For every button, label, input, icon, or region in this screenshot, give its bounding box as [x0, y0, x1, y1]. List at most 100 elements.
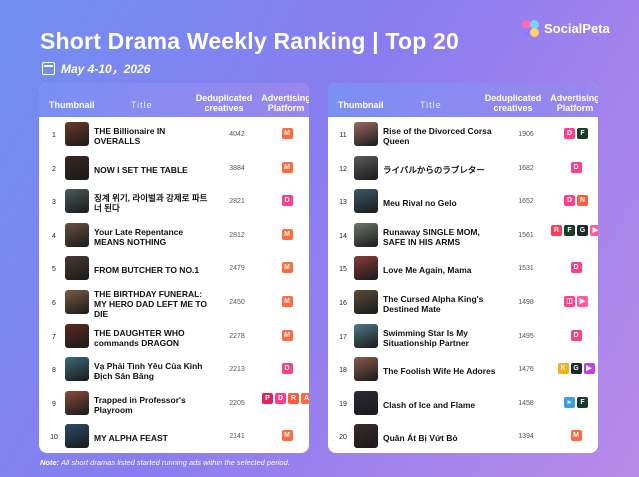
drama-title: Vạ Phải Tình Yêu Của Kình Địch Sân Băng [94, 355, 209, 387]
rank-number: 12 [339, 165, 347, 173]
table-row[interactable]: 15 Love Me Again, Mama 1531 D [328, 252, 598, 286]
table-row[interactable]: 19 Clash of Ice and Flame 1458 ▸ F [328, 387, 598, 421]
flexitv-icon: F [577, 128, 588, 139]
table-header: Thumbnail Title Deduplicated creatives A… [328, 83, 598, 117]
table-row[interactable]: 9 Trapped in Professor's Playroom 2205 P D R A [39, 387, 309, 421]
pinterest-icon: P [262, 392, 273, 404]
drama-thumbnail[interactable] [354, 390, 378, 415]
meta-icon: M [281, 262, 293, 274]
drama-thumbnail[interactable] [354, 424, 378, 449]
drama-thumbnail[interactable] [354, 122, 378, 146]
drama-title: The Foolish Wife He Adores [383, 355, 498, 387]
drama-thumbnail[interactable] [65, 290, 89, 314]
dedup-count: 2821 [229, 198, 245, 206]
platform-icons: M [261, 228, 309, 240]
rank-number: 18 [339, 367, 347, 375]
drama-thumbnail[interactable] [65, 424, 89, 449]
drama-thumbnail[interactable] [65, 323, 89, 348]
meta-icon: M [281, 128, 293, 139]
drama-thumbnail[interactable] [65, 256, 89, 281]
drama-title-text: FROM BUTCHER TO NO.1 [94, 265, 200, 276]
drama-thumbnail[interactable] [65, 357, 89, 382]
drama-thumbnail[interactable] [354, 357, 378, 382]
meta-icon: M [281, 296, 293, 307]
header-dedup: Deduplicated creatives [484, 93, 542, 113]
table-row[interactable]: 8 Vạ Phải Tình Yêu Của Kình Địch Sân Băng… [39, 353, 309, 387]
drama-thumbnail[interactable] [354, 155, 378, 180]
drama-thumbnail[interactable] [354, 256, 378, 281]
rank-number: 14 [339, 232, 347, 240]
platform-icons: M [261, 329, 309, 341]
dedup-count: 2205 [229, 399, 245, 407]
drama-title-text: Quân Át Bị Vứt Bỏ [383, 433, 458, 444]
drama-thumbnail[interactable] [65, 189, 89, 214]
table-row[interactable]: 16 The Cursed Alpha King's Destined Mate 1… [328, 286, 598, 320]
play-icon: ▶ [583, 363, 595, 375]
reelshort-icon: D [281, 363, 293, 375]
table-row[interactable]: 13 Meu Rival no Gelo 1652 D N [328, 185, 598, 219]
platform-icons: M [261, 161, 309, 173]
platform-icons: D [550, 329, 598, 341]
drama-title: 징계 위기, 라이벌과 강제로 파트너 된다 [94, 187, 209, 219]
rank-number: 19 [339, 400, 347, 408]
dedup-count: 2450 [229, 299, 245, 306]
reelshort-icon: D [281, 195, 293, 207]
reels-icon: R [288, 392, 299, 404]
footnote: Note: All short dramas listed started ru… [40, 458, 290, 467]
drama-title-text: The Foolish Wife He Adores [383, 366, 496, 377]
drama-title: Your Late Repentance MEANS NOTHING [94, 221, 209, 253]
rank-number: 16 [339, 300, 347, 307]
table-row[interactable]: 14 Runaway SINGLE MOM, SAFE IN HIS ARMS 15… [328, 219, 598, 253]
table-row[interactable]: 6 THE BIRTHDAY FUNERAL: MY HERO DAD LEFT … [39, 286, 309, 320]
drama-title: MY ALPHA FEAST [94, 422, 209, 453]
table-row[interactable]: 18 The Foolish Wife He Adores 1476 K G ▶ [328, 353, 598, 387]
date-range: May 4-10，2026 [42, 60, 150, 77]
drama-thumbnail[interactable] [354, 323, 378, 348]
reelshort-icon: D [570, 329, 582, 341]
table-row[interactable]: 11 Rise of the Divorced Corsa Queen 1906 D F [328, 118, 598, 152]
drama-thumbnail[interactable] [354, 222, 378, 247]
rank-number: 4 [52, 232, 56, 240]
drama-title: Trapped in Professor's Playroom [94, 389, 209, 421]
table-row[interactable]: 2 NOW I SET THE TABLE 3884 M [39, 152, 309, 186]
header-title: Title [420, 100, 442, 110]
platform-icons: M [261, 430, 309, 442]
rank-number: 2 [52, 165, 56, 173]
dedup-count: 1458 [518, 399, 534, 407]
table-row[interactable]: 1 THE Billionaire IN OVERALLS 4042 M [39, 118, 309, 152]
drama-title: Clash of Ice and Flame [383, 389, 498, 421]
goodshort-icon: G [570, 363, 582, 375]
dedup-count: 2479 [229, 265, 245, 273]
drama-thumbnail[interactable] [354, 189, 378, 214]
drama-title: Love Me Again, Mama [383, 254, 498, 286]
date-text: May 4-10，2026 [61, 62, 151, 76]
table-row[interactable]: 10 MY ALPHA FEAST 2141 M [39, 420, 309, 453]
drama-title-text: ライバルからのラブレター [383, 164, 485, 175]
dedup-count: 1476 [518, 366, 534, 374]
drama-title: Runaway SINGLE MOM, SAFE IN HIS ARMS [383, 221, 498, 253]
rank-number: 15 [339, 266, 347, 274]
drama-thumbnail[interactable] [65, 222, 89, 247]
socialpeta-logo-icon [522, 20, 539, 37]
dedup-count: 2278 [229, 332, 245, 340]
table-row[interactable]: 5 FROM BUTCHER TO NO.1 2479 M [39, 252, 309, 286]
drama-thumbnail[interactable] [65, 122, 89, 146]
dedup-count: 1498 [518, 299, 534, 306]
header-thumbnail: Thumbnail [338, 100, 384, 110]
table-row[interactable]: 3 징계 위기, 라이벌과 강제로 파트너 된다 2821 D [39, 185, 309, 219]
table-row[interactable]: 12 ライバルからのラブレター 1682 D [328, 152, 598, 186]
platform-icons: M [550, 430, 598, 442]
socialpeta-logo: SocialPeta [522, 20, 610, 37]
logo-text: SocialPeta [544, 21, 610, 36]
table-row[interactable]: 20 Quân Át Bị Vứt Bỏ 1394 M [328, 420, 598, 453]
table-row[interactable]: 7 THE DAUGHTER WHO commands DRAGON 2278 M [39, 320, 309, 354]
alert-icon: A [301, 392, 309, 404]
drama-thumbnail[interactable] [65, 155, 89, 180]
table-row[interactable]: 17 Swimming Star Is My Situationship Part… [328, 320, 598, 354]
dedup-count: 2213 [229, 366, 245, 374]
table-row[interactable]: 4 Your Late Repentance MEANS NOTHING 2812 M [39, 219, 309, 253]
drama-thumbnail[interactable] [354, 290, 378, 314]
drama-thumbnail[interactable] [65, 390, 89, 415]
